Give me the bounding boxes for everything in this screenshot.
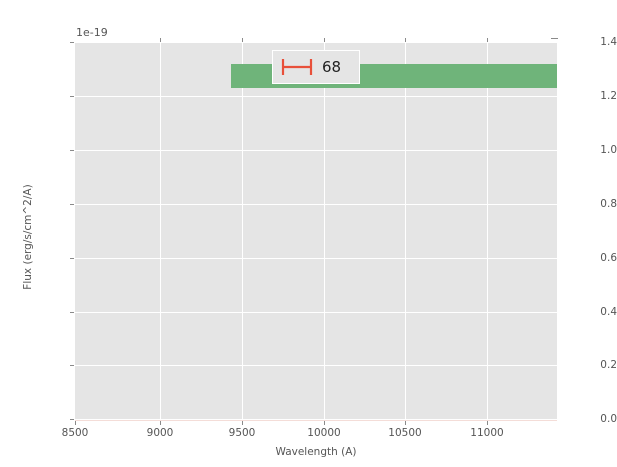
x-tick-mark-top — [160, 38, 161, 42]
x-tick-mark-top — [487, 38, 488, 42]
x-tick-mark-top — [324, 38, 325, 42]
y-axis-offset-text: 1e-19 — [76, 26, 108, 39]
legend[interactable]: 68 — [272, 50, 360, 84]
x-tick-mark — [405, 421, 406, 425]
x-tick-label: 10000 — [307, 427, 341, 439]
y-tick-mark — [70, 42, 74, 43]
y-tick-label: 1.0 — [600, 144, 617, 156]
x-axis-spine — [75, 420, 557, 421]
y-tick-label: 0.0 — [600, 413, 617, 425]
x-tick-mark-top — [242, 38, 243, 42]
y-tick-mark — [70, 150, 74, 151]
x-tick-mark — [487, 421, 488, 425]
y-tick-label: 0.4 — [600, 306, 617, 318]
plot-area[interactable] — [75, 42, 557, 420]
x-tick-label: 9000 — [146, 427, 174, 439]
x-tick-mark — [75, 421, 76, 425]
x-tick-label: 9500 — [228, 427, 256, 439]
gridline-horizontal — [75, 365, 557, 366]
gridline-vertical — [405, 42, 406, 420]
y-tick-label: 0.2 — [600, 359, 617, 371]
x-tick-mark — [242, 421, 243, 425]
x-tick-mark-top — [551, 38, 558, 39]
gridline-vertical — [324, 42, 325, 420]
y-tick-label: 0.8 — [600, 198, 617, 210]
x-tick-mark-top — [405, 38, 406, 42]
gridline-vertical — [487, 42, 488, 420]
x-tick-mark — [160, 421, 161, 425]
y-axis-label: Flux (erg/s/cm^2/A) — [22, 184, 34, 290]
x-tick-label: 10500 — [388, 427, 422, 439]
gridline-horizontal — [75, 204, 557, 205]
gridline-horizontal — [75, 258, 557, 259]
legend-entry-label: 68 — [322, 57, 342, 76]
y-tick-mark — [70, 312, 74, 313]
y-tick-label: 1.4 — [600, 36, 617, 48]
y-tick-label: 0.6 — [600, 252, 617, 264]
gridline-horizontal — [75, 96, 557, 97]
y-tick-mark — [70, 419, 74, 420]
x-axis-label: Wavelength (A) — [275, 446, 357, 458]
y-tick-mark — [70, 204, 74, 205]
y-tick-mark — [70, 258, 74, 259]
gridline-horizontal — [75, 42, 557, 43]
gridline-vertical — [160, 42, 161, 420]
x-tick-label: 8500 — [61, 427, 89, 439]
y-tick-mark — [70, 96, 74, 97]
y-tick-mark — [70, 365, 74, 366]
y-tick-label: 1.2 — [600, 90, 617, 102]
gridline-horizontal — [75, 312, 557, 313]
gridline-horizontal — [75, 150, 557, 151]
gridline-horizontal — [75, 419, 557, 420]
errorbar-marker-icon — [281, 59, 313, 75]
x-tick-mark — [324, 421, 325, 425]
x-tick-label: 11000 — [470, 427, 504, 439]
gridline-vertical — [242, 42, 243, 420]
